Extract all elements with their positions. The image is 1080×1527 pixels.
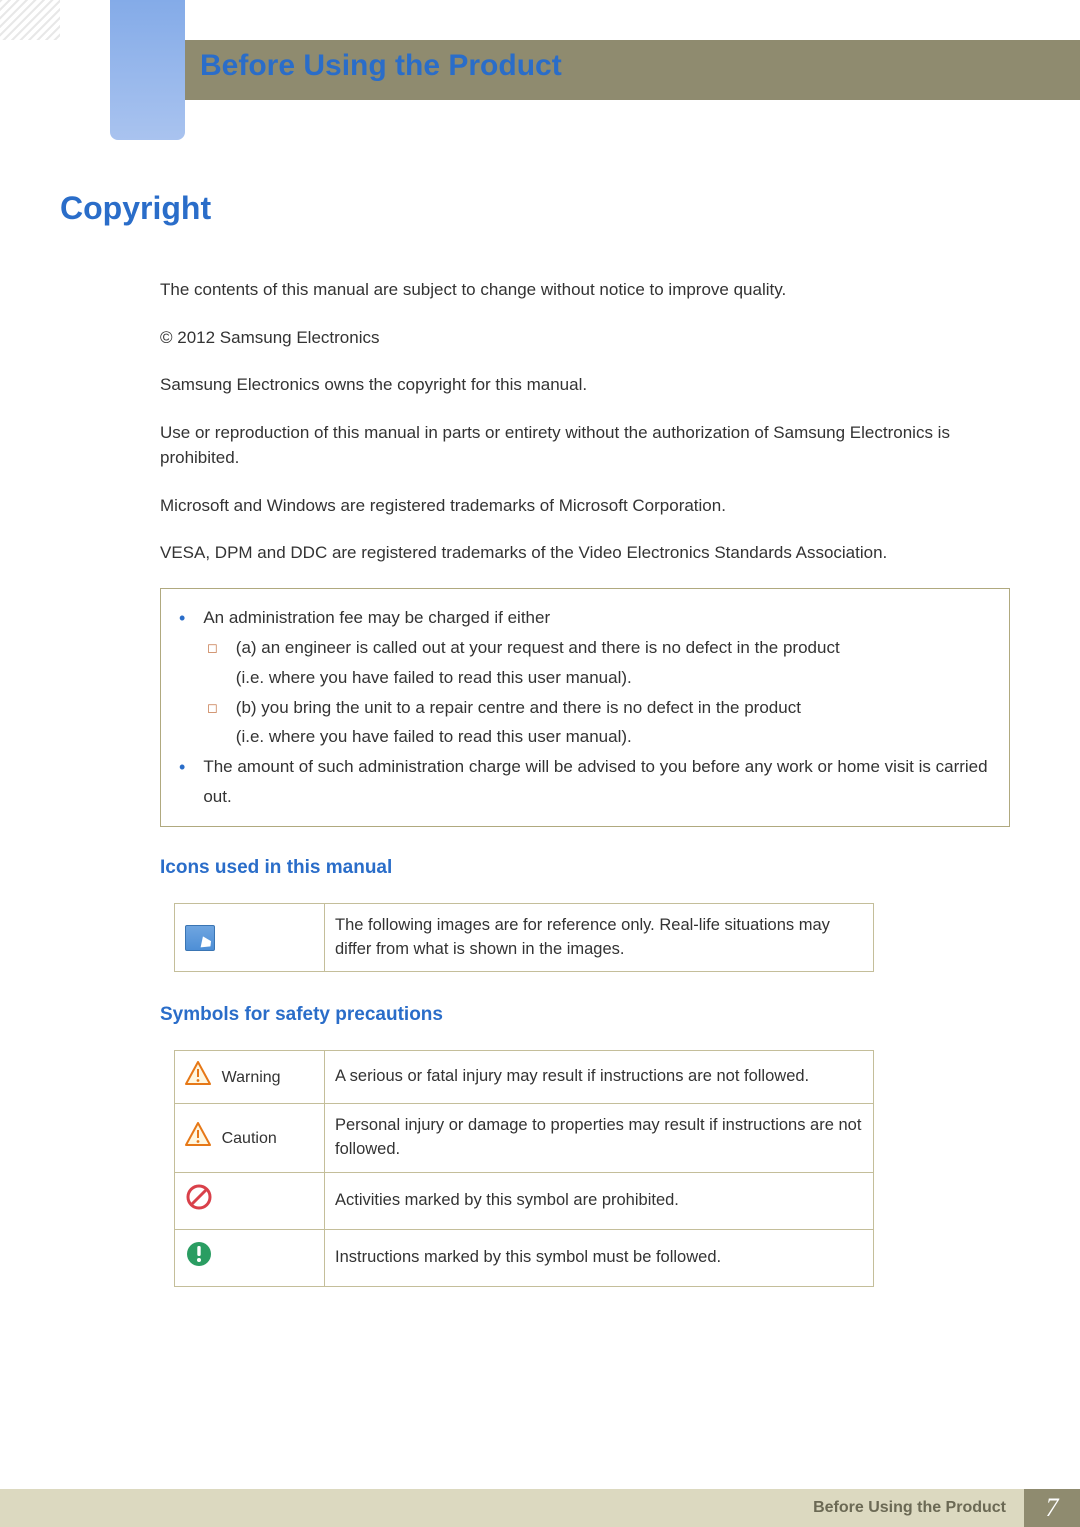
- page-number: 7: [1024, 1489, 1080, 1527]
- description-cell: Activities marked by this symbol are pro…: [325, 1173, 874, 1230]
- list-item: • The amount of such administration char…: [179, 752, 991, 812]
- list-text: (b) you bring the unit to a repair centr…: [236, 693, 801, 723]
- description-cell: The following images are for reference o…: [325, 903, 874, 972]
- list-subitem: ◻ (b) you bring the unit to a repair cen…: [207, 693, 991, 753]
- decorative-stripe: [0, 0, 60, 40]
- paragraph: © 2012 Samsung Electronics: [160, 325, 1010, 351]
- table-row: Activities marked by this symbol are pro…: [175, 1173, 874, 1230]
- chapter-tab: [110, 0, 185, 140]
- paragraph: Microsoft and Windows are registered tra…: [160, 493, 1010, 519]
- page-content: Copyright The contents of this manual ar…: [60, 190, 1020, 1319]
- list-text: The amount of such administration charge…: [203, 752, 991, 812]
- paragraph: VESA, DPM and DDC are registered tradema…: [160, 540, 1010, 566]
- bullet-icon: •: [179, 752, 185, 812]
- admin-fee-box: • An administration fee may be charged i…: [160, 588, 1010, 827]
- icon-cell: Warning: [175, 1051, 325, 1104]
- must-follow-icon: [185, 1240, 213, 1276]
- list-text: (a) an engineer is called out at your re…: [236, 633, 840, 663]
- icons-table: The following images are for reference o…: [174, 903, 874, 973]
- description-cell: A serious or fatal injury may result if …: [325, 1051, 874, 1104]
- page-footer: Before Using the Product 7: [0, 1489, 1080, 1527]
- footer-chapter-label: Before Using the Product: [0, 1489, 1024, 1527]
- list-item: • An administration fee may be charged i…: [179, 603, 991, 634]
- section-title: Copyright: [60, 190, 1020, 227]
- bullet-icon: •: [179, 603, 185, 634]
- description-cell: Personal injury or damage to properties …: [325, 1104, 874, 1173]
- copyright-body: The contents of this manual are subject …: [160, 277, 1010, 827]
- bullet-icon: ◻: [207, 693, 218, 753]
- icon-cell: [175, 1173, 325, 1230]
- paragraph: Samsung Electronics owns the copyright f…: [160, 372, 1010, 398]
- table-row: Caution Personal injury or damage to pro…: [175, 1104, 874, 1173]
- icon-cell: [175, 1230, 325, 1287]
- table-row: Warning A serious or fatal injury may re…: [175, 1051, 874, 1104]
- icon-cell: [175, 903, 325, 972]
- bullet-icon: ◻: [207, 633, 218, 693]
- subsection-title: Icons used in this manual: [160, 857, 1020, 879]
- table-row: Instructions marked by this symbol must …: [175, 1230, 874, 1287]
- table-row: The following images are for reference o…: [175, 903, 874, 972]
- safety-table: Warning A serious or fatal injury may re…: [174, 1050, 874, 1287]
- list-subitem: ◻ (a) an engineer is called out at your …: [207, 633, 991, 693]
- list-text: (i.e. where you have failed to read this…: [236, 722, 801, 752]
- list-text: (i.e. where you have failed to read this…: [236, 663, 840, 693]
- icon-cell: Caution: [175, 1104, 325, 1173]
- paragraph: The contents of this manual are subject …: [160, 277, 1010, 303]
- paragraph: Use or reproduction of this manual in pa…: [160, 420, 1010, 471]
- icon-label: Caution: [222, 1127, 277, 1150]
- list-text: An administration fee may be charged if …: [203, 603, 550, 634]
- note-icon: [185, 925, 215, 951]
- prohibit-icon: [185, 1183, 213, 1219]
- icon-label: Warning: [222, 1066, 281, 1089]
- caution-icon: [185, 1122, 211, 1154]
- description-cell: Instructions marked by this symbol must …: [325, 1230, 874, 1287]
- subsection-title: Symbols for safety precautions: [160, 1004, 1020, 1026]
- warning-icon: [185, 1061, 211, 1093]
- chapter-title: Before Using the Product: [200, 49, 562, 83]
